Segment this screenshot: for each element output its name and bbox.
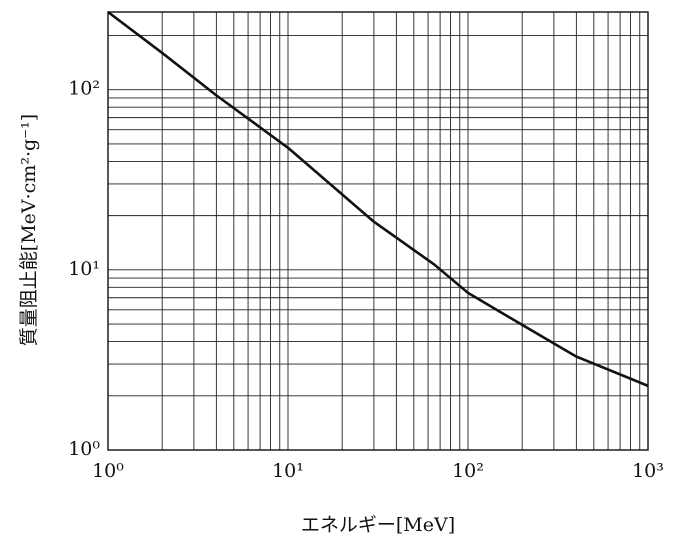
data-line [107,10,649,388]
y-tick-label: 10⁰ [68,438,100,460]
x-axis-label: エネルギー[MeV] [301,514,455,536]
y-axis-label: 質量阻止能[MeV·cm²·g⁻¹] [18,114,40,346]
x-tick-label: 10³ [632,460,664,482]
y-tick-label: 10¹ [68,258,100,280]
plot-frame [107,11,649,451]
x-tick-label: 10¹ [272,460,304,482]
x-tick-label: 10² [452,460,484,482]
y-tick-label: 10² [68,78,100,100]
x-tick-label: 10⁰ [92,460,124,482]
